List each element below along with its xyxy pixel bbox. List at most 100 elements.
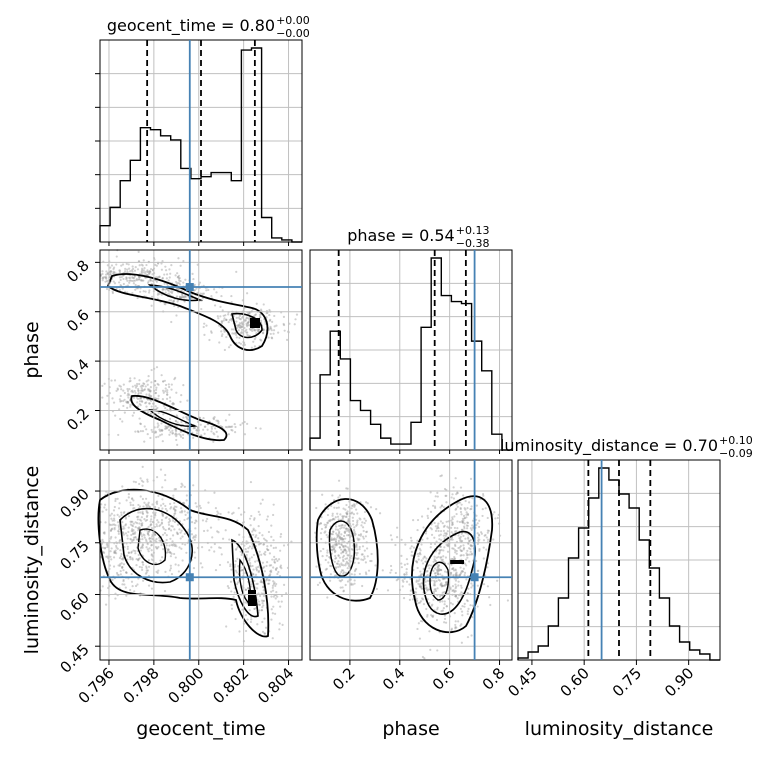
sample-point [486, 566, 489, 569]
sample-point [139, 533, 143, 536]
sample-point [171, 544, 174, 547]
sample-point [251, 564, 254, 568]
sample-point [171, 402, 174, 405]
sample-point [148, 530, 151, 533]
sample-point [114, 597, 117, 600]
sample-point [268, 313, 271, 317]
sample-point [390, 538, 394, 541]
sample-point [131, 279, 134, 283]
sample-point [270, 569, 273, 572]
sample-point [248, 609, 251, 612]
sample-point [131, 558, 134, 561]
sample-point [466, 610, 469, 613]
sample-point [180, 296, 183, 299]
sample-point [386, 589, 390, 592]
hist-bar [310, 438, 320, 450]
sample-point [138, 527, 142, 530]
sample-point [118, 502, 121, 505]
sample-point [345, 487, 348, 490]
hist-bar [191, 179, 201, 242]
sample-point [454, 583, 457, 586]
sample-point [435, 540, 438, 543]
x-tick-label: 0.60 [557, 664, 593, 700]
sample-point [459, 566, 462, 569]
sample-point [174, 428, 178, 432]
sample-point [336, 534, 339, 537]
sample-point [374, 564, 377, 567]
sample-point [161, 507, 164, 510]
sample-point [137, 275, 141, 279]
sample-point [321, 493, 324, 496]
sample-point [198, 281, 202, 284]
sample-point [216, 419, 219, 422]
contour-phase-geocent-lower-inner [148, 409, 198, 427]
sample-point [233, 423, 236, 426]
x-tick-label: 0.45 [504, 664, 540, 700]
sample-point [210, 294, 213, 298]
sample-point [236, 557, 239, 560]
sample-point [145, 428, 148, 431]
sample-point [148, 270, 152, 273]
sample-point [459, 554, 462, 557]
sample-point [356, 557, 359, 560]
sample-point [230, 425, 234, 428]
sample-point [262, 585, 265, 588]
sample-point [347, 529, 350, 532]
sample-point [239, 324, 242, 327]
sample-point [275, 582, 278, 586]
sample-point [156, 382, 159, 386]
sample-point [148, 402, 151, 405]
sample-point [465, 564, 468, 567]
sample-point [108, 564, 112, 567]
hist-bar [391, 444, 401, 450]
sample-point [244, 330, 247, 333]
sample-point [241, 422, 244, 425]
sample-point [198, 416, 202, 420]
sample-point [206, 517, 209, 521]
sample-point [367, 569, 371, 572]
sample-point [138, 400, 142, 403]
sample-point [122, 383, 125, 386]
sample-point [330, 533, 333, 536]
sample-point [175, 295, 179, 298]
sample-point [237, 316, 240, 319]
sample-point [179, 507, 183, 510]
sample-point [115, 552, 118, 555]
sample-point [141, 546, 144, 549]
sample-point [235, 316, 238, 319]
sample-point [463, 517, 466, 520]
sample-point [142, 384, 145, 388]
sample-point [174, 510, 177, 513]
sample-point [126, 389, 130, 393]
sample-point [232, 511, 235, 514]
sample-point [260, 339, 263, 342]
sample-point [164, 516, 167, 520]
sample-point [169, 537, 172, 540]
sample-point [118, 527, 121, 531]
sample-point [111, 527, 114, 530]
sample-point [435, 527, 438, 530]
sample-point [207, 501, 210, 504]
sample-point [329, 573, 332, 576]
sample-point [270, 535, 273, 538]
sample-point [154, 511, 157, 514]
sample-point [470, 582, 473, 585]
sample-point [161, 512, 164, 515]
sample-point [268, 319, 271, 322]
sample-point [353, 503, 356, 506]
sample-point [230, 294, 233, 298]
sample-point [219, 305, 222, 308]
sample-point [267, 336, 270, 339]
sample-point [471, 524, 474, 527]
sample-point [233, 431, 237, 434]
sample-point [167, 528, 170, 531]
sample-point [423, 555, 426, 559]
sample-point [128, 556, 132, 559]
sample-point [119, 555, 122, 558]
sample-point [129, 503, 132, 507]
sample-point [131, 267, 135, 270]
sample-point [150, 405, 153, 408]
sample-point [453, 543, 457, 546]
sample-point [106, 402, 109, 405]
sample-point [177, 570, 180, 573]
